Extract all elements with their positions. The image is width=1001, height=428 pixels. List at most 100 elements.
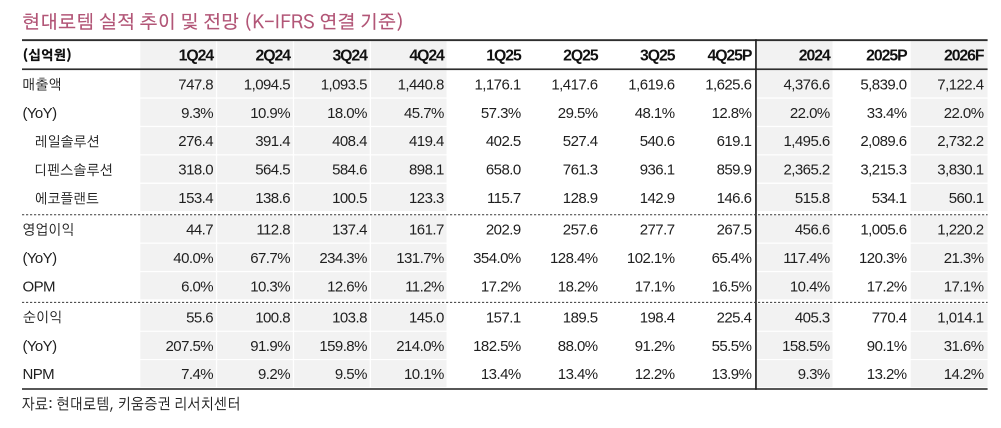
svg-text:NPM: NPM xyxy=(23,366,55,383)
svg-text:90.1%: 90.1% xyxy=(867,338,907,355)
svg-text:146.6: 146.6 xyxy=(717,190,752,207)
svg-text:131.7%: 131.7% xyxy=(396,250,444,267)
svg-text:534.1: 534.1 xyxy=(872,190,907,207)
svg-text:1,093.5: 1,093.5 xyxy=(321,76,367,93)
svg-text:1,176.1: 1,176.1 xyxy=(474,76,520,93)
svg-text:560.1: 560.1 xyxy=(949,190,984,207)
svg-text:16.5%: 16.5% xyxy=(712,278,752,295)
svg-text:4Q25P: 4Q25P xyxy=(707,48,751,65)
svg-text:40.0%: 40.0% xyxy=(173,250,213,267)
svg-text:747.8: 747.8 xyxy=(178,76,213,93)
svg-text:10.4%: 10.4% xyxy=(790,278,830,295)
svg-text:1,440.8: 1,440.8 xyxy=(398,76,444,93)
svg-text:10.1%: 10.1% xyxy=(404,366,444,383)
svg-text:1,625.6: 1,625.6 xyxy=(705,76,751,93)
svg-text:112.8: 112.8 xyxy=(256,221,290,238)
svg-text:55.6: 55.6 xyxy=(186,310,213,327)
svg-text:145.0: 145.0 xyxy=(409,310,444,327)
svg-text:1,005.6: 1,005.6 xyxy=(860,221,906,238)
svg-text:5,839.0: 5,839.0 xyxy=(860,76,906,93)
svg-text:1Q25: 1Q25 xyxy=(486,48,522,65)
svg-text:120.3%: 120.3% xyxy=(859,250,907,267)
svg-text:57.3%: 57.3% xyxy=(481,105,521,122)
svg-text:7,122.4: 7,122.4 xyxy=(937,76,983,93)
svg-text:2024: 2024 xyxy=(799,48,831,65)
svg-text:198.4: 198.4 xyxy=(640,310,675,327)
svg-text:138.6: 138.6 xyxy=(255,190,290,207)
svg-text:29.5%: 29.5% xyxy=(558,105,598,122)
svg-text:137.4: 137.4 xyxy=(332,221,367,238)
svg-text:22.0%: 22.0% xyxy=(944,105,984,122)
svg-text:7.4%: 7.4% xyxy=(181,366,213,383)
svg-text:584.6: 584.6 xyxy=(332,162,367,179)
svg-text:419.4: 419.4 xyxy=(409,133,444,150)
svg-text:157.1: 157.1 xyxy=(486,310,521,327)
svg-text:257.6: 257.6 xyxy=(563,221,598,238)
svg-text:658.0: 658.0 xyxy=(486,162,521,179)
svg-text:14.2%: 14.2% xyxy=(944,366,984,383)
svg-text:527.4: 527.4 xyxy=(563,133,598,150)
svg-text:158.5%: 158.5% xyxy=(782,338,830,355)
svg-text:2,089.6: 2,089.6 xyxy=(860,133,906,150)
svg-text:12.2%: 12.2% xyxy=(635,366,675,383)
svg-text:17.2%: 17.2% xyxy=(481,278,521,295)
svg-text:391.4: 391.4 xyxy=(255,133,290,150)
svg-text:2,732.2: 2,732.2 xyxy=(937,133,983,150)
svg-text:1Q24: 1Q24 xyxy=(179,48,215,65)
svg-text:161.7: 161.7 xyxy=(409,221,444,238)
svg-text:17.1%: 17.1% xyxy=(944,278,984,295)
svg-text:408.4: 408.4 xyxy=(332,133,367,150)
svg-text:55.5%: 55.5% xyxy=(712,338,752,355)
svg-text:12.6%: 12.6% xyxy=(327,278,367,295)
svg-text:225.4: 225.4 xyxy=(717,310,752,327)
svg-text:1,417.6: 1,417.6 xyxy=(551,76,597,93)
svg-text:1,220.2: 1,220.2 xyxy=(937,221,983,238)
svg-text:13.4%: 13.4% xyxy=(558,366,598,383)
svg-text:17.1%: 17.1% xyxy=(635,278,675,295)
svg-text:9.3%: 9.3% xyxy=(181,105,213,122)
svg-text:67.7%: 67.7% xyxy=(250,250,290,267)
svg-text:44.7: 44.7 xyxy=(186,221,213,238)
svg-text:11.2%: 11.2% xyxy=(405,278,444,295)
svg-text:102.1%: 102.1% xyxy=(627,250,675,267)
svg-text:91.2%: 91.2% xyxy=(635,338,675,355)
svg-text:OPM: OPM xyxy=(23,278,55,295)
svg-text:189.5: 189.5 xyxy=(563,310,598,327)
svg-text:6.0%: 6.0% xyxy=(181,278,213,295)
svg-text:91.9%: 91.9% xyxy=(250,338,290,355)
svg-text:354.0%: 354.0% xyxy=(473,250,521,267)
svg-text:267.5: 267.5 xyxy=(717,221,752,238)
svg-text:564.5: 564.5 xyxy=(255,162,290,179)
svg-text:182.5%: 182.5% xyxy=(473,338,521,355)
svg-text:159.8%: 159.8% xyxy=(319,338,367,355)
svg-text:13.4%: 13.4% xyxy=(481,366,521,383)
svg-text:10.3%: 10.3% xyxy=(250,278,290,295)
svg-text:1,014.1: 1,014.1 xyxy=(937,310,983,327)
svg-text:4Q24: 4Q24 xyxy=(409,48,445,65)
svg-text:540.6: 540.6 xyxy=(640,133,675,150)
svg-text:1,094.5: 1,094.5 xyxy=(244,76,290,93)
svg-text:2025P: 2025P xyxy=(866,48,907,65)
svg-text:12.8%: 12.8% xyxy=(712,105,752,122)
svg-text:9.2%: 9.2% xyxy=(258,366,290,383)
svg-text:117.4%: 117.4% xyxy=(783,250,830,267)
svg-text:276.4: 276.4 xyxy=(178,133,213,150)
svg-text:9.3%: 9.3% xyxy=(798,366,830,383)
svg-text:761.3: 761.3 xyxy=(563,162,598,179)
svg-text:45.7%: 45.7% xyxy=(404,105,444,122)
svg-text:3,215.3: 3,215.3 xyxy=(860,162,906,179)
svg-text:115.7: 115.7 xyxy=(487,190,521,207)
svg-text:9.5%: 9.5% xyxy=(335,366,367,383)
svg-text:65.4%: 65.4% xyxy=(712,250,752,267)
svg-text:18.2%: 18.2% xyxy=(558,278,598,295)
svg-text:153.4: 153.4 xyxy=(178,190,213,207)
svg-text:3,830.1: 3,830.1 xyxy=(937,162,983,179)
svg-text:128.4%: 128.4% xyxy=(550,250,598,267)
svg-text:2,365.2: 2,365.2 xyxy=(783,162,829,179)
svg-text:100.5: 100.5 xyxy=(332,190,367,207)
svg-text:22.0%: 22.0% xyxy=(790,105,830,122)
svg-text:2026F: 2026F xyxy=(944,48,985,65)
svg-text:619.1: 619.1 xyxy=(717,133,752,150)
svg-text:13.2%: 13.2% xyxy=(867,366,907,383)
svg-text:10.9%: 10.9% xyxy=(250,105,290,122)
